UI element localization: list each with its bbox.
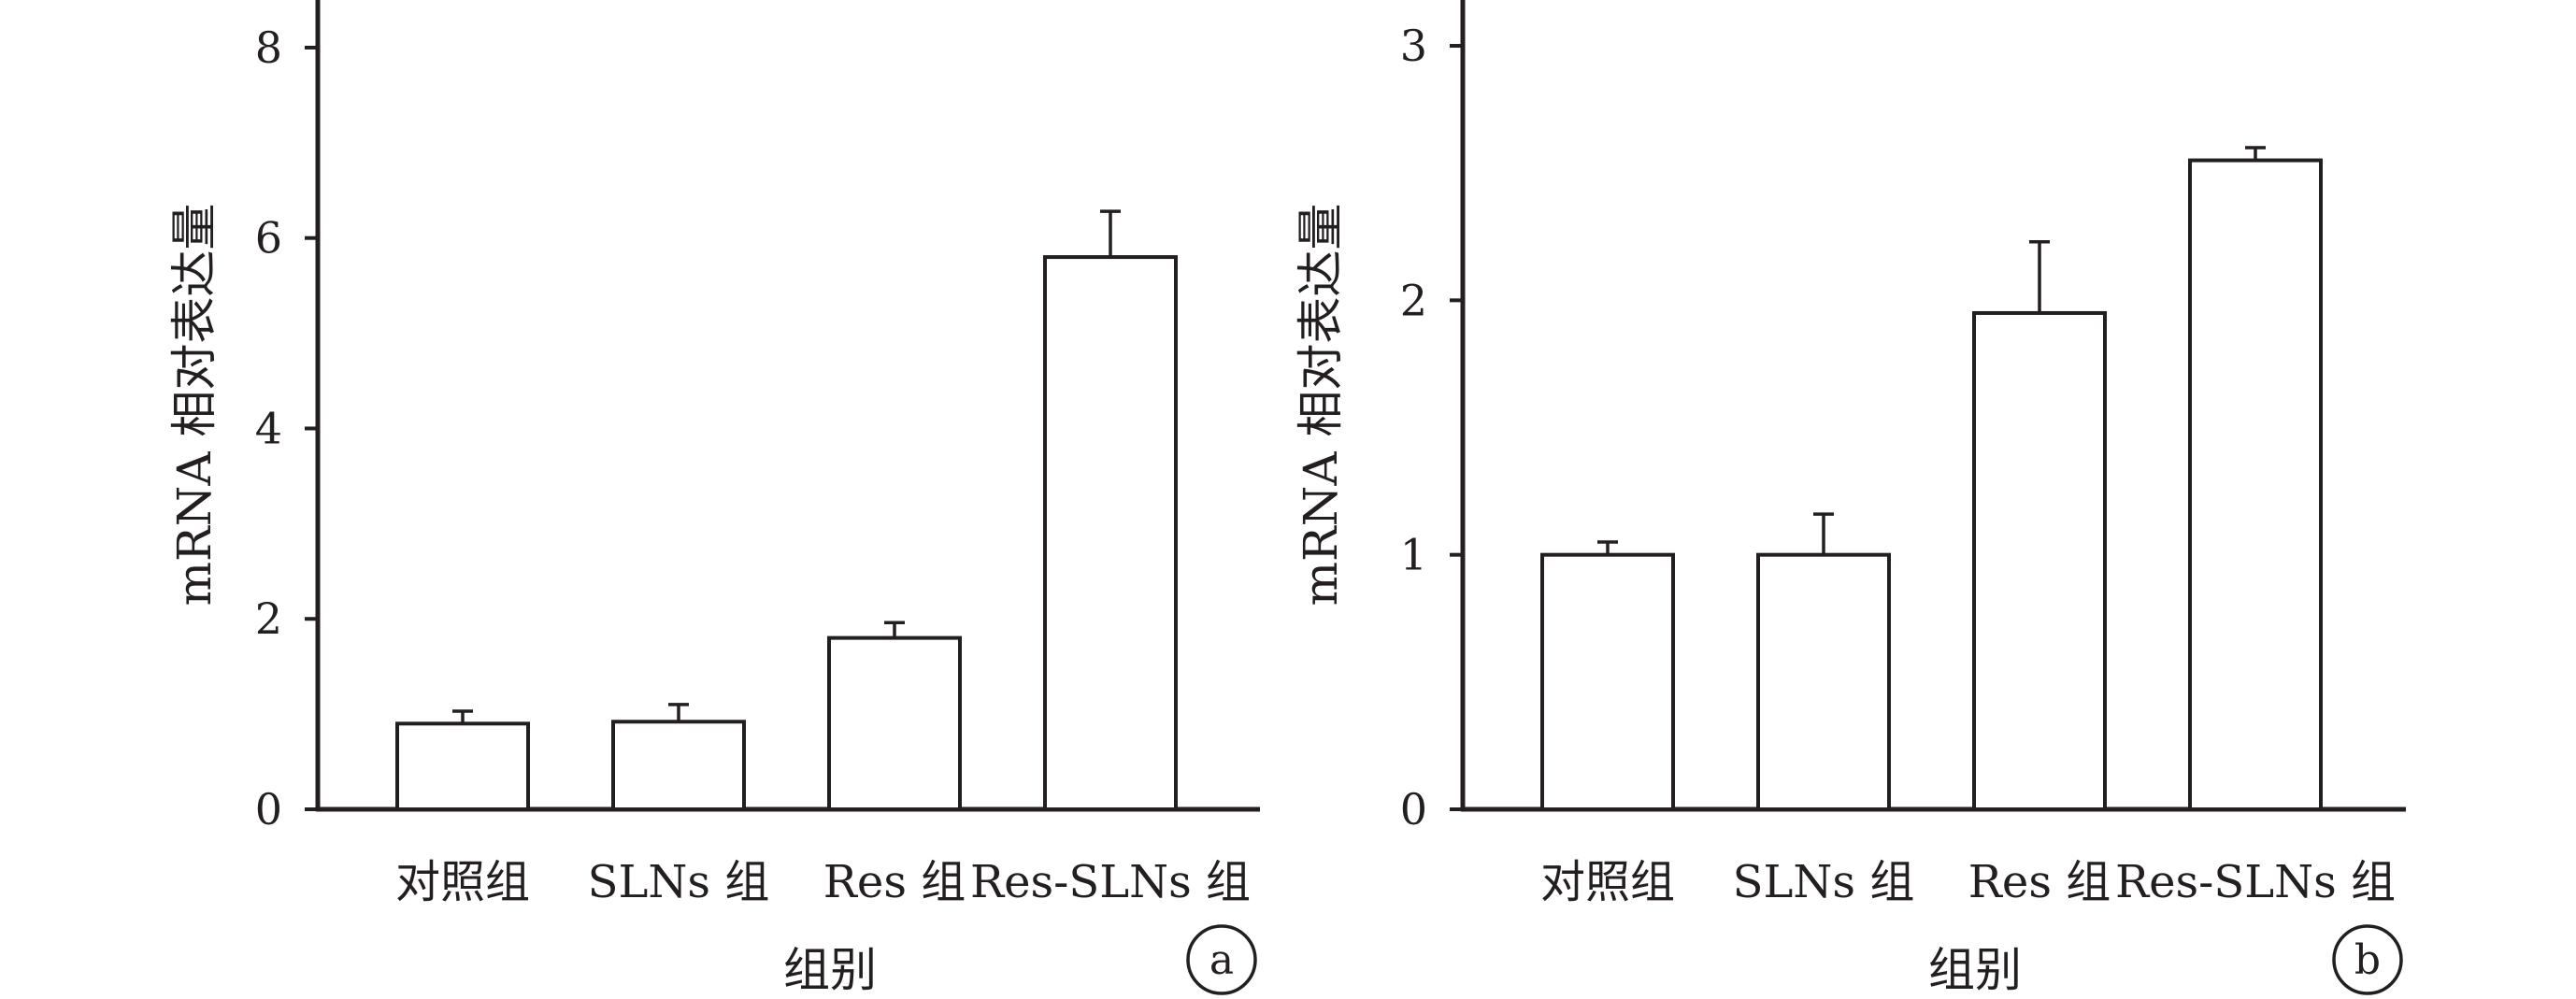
x-category-label: SLNs 组 — [1733, 856, 1915, 908]
y-tick-label: 3 — [1400, 21, 1427, 71]
x-category-label: Res-SLNs 组 — [970, 856, 1251, 908]
chart-panel-a: 0 2 4 6 8 对照组 SLNs 组 Res 组 Res-SLNs 组 mRNA 相对表达量组… — [167, 0, 1260, 997]
y-tick-label: 8 — [255, 22, 282, 73]
x-category-label: SLNs 组 — [588, 856, 770, 908]
bar — [1756, 552, 1891, 812]
bar — [611, 720, 746, 812]
x-category-label: Res-SLNs 组 — [2115, 856, 2396, 908]
bar — [2188, 158, 2323, 811]
y-tick-label: 2 — [1400, 275, 1427, 325]
bar — [1043, 255, 1178, 812]
x-category-label: Res 组 — [823, 856, 966, 908]
y-axis-title: mRNA 相对表达量 — [167, 204, 222, 607]
panel-tag-circle — [2332, 924, 2403, 995]
panel-tag-label: b — [2354, 936, 2381, 984]
bar — [1972, 310, 2107, 811]
x-axis-title: 组别 — [1928, 943, 2022, 997]
x-category-label: Res 组 — [1968, 856, 2111, 908]
bar — [395, 721, 530, 812]
bar — [1540, 552, 1675, 812]
bar — [827, 635, 962, 811]
y-tick-label: 6 — [255, 213, 282, 264]
y-tick-label: 1 — [1400, 530, 1427, 580]
chart-panel-b: 0 1 2 3 对照组 SLNs 组 Res 组 Res-SLNs 组 mRNA 相对表达量组别… — [1294, 0, 2406, 997]
x-category-label: 对照组 — [1540, 856, 1675, 908]
y-tick-label: 0 — [255, 784, 282, 835]
x-category-label: 对照组 — [395, 856, 530, 908]
y-tick-label: 4 — [255, 403, 282, 453]
x-axis-title: 组别 — [783, 943, 877, 997]
y-axis-title: mRNA 相对表达量 — [1294, 204, 1348, 607]
y-tick-label: 0 — [1400, 784, 1427, 835]
panel-tag-circle — [1186, 924, 1257, 995]
panel-tag-label: a — [1209, 936, 1234, 984]
y-tick-label: 2 — [255, 593, 282, 644]
